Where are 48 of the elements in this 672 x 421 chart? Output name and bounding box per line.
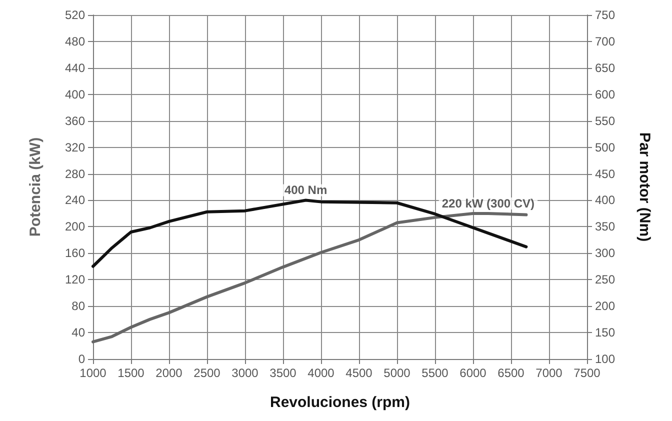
- y2-tick-label: 750: [595, 8, 616, 22]
- x-tick-label: 4500: [346, 366, 373, 380]
- y-tick-label: 200: [64, 220, 86, 234]
- x-tick-label: 5000: [384, 366, 411, 380]
- y2-tick-label: 250: [595, 272, 616, 287]
- y-tick-label: 320: [64, 140, 86, 154]
- line-series: [92, 212, 528, 344]
- y-tick-label: 240: [64, 193, 86, 208]
- y-tick-label: 520: [64, 8, 86, 22]
- x-tick-label: 2000: [156, 366, 183, 380]
- y2-tick-label: 450: [595, 166, 616, 181]
- x-tick-label: 2500: [194, 366, 221, 380]
- x-tick-label: 6500: [498, 366, 525, 380]
- x-tick-label: 5500: [422, 366, 449, 380]
- y2-tick-label: 100: [595, 352, 616, 366]
- y2-tick-label: 200: [595, 299, 616, 314]
- x-tick-label: 1000: [80, 366, 107, 380]
- y2-tick-label: 700: [595, 34, 616, 48]
- x-tick-label: 3000: [232, 366, 259, 380]
- y-tick-label: 280: [64, 166, 86, 181]
- x-axis-title: Revoluciones (rpm): [270, 394, 410, 411]
- x-tick-label: 6000: [460, 366, 487, 380]
- y-tick-label: 80: [72, 299, 86, 314]
- y-tick-label: 160: [64, 246, 86, 260]
- y2-tick-label: 500: [595, 140, 616, 154]
- annotation: 400 Nm: [284, 183, 328, 198]
- y-tick-label: 120: [64, 272, 86, 287]
- y2-tick-label: 600: [595, 87, 616, 102]
- y-tick-label: 480: [64, 34, 86, 48]
- x-tick-label: 7500: [574, 366, 601, 380]
- x-tick-label: 4000: [308, 366, 335, 380]
- y-axis-title: Potencia (kW): [27, 137, 44, 237]
- y2-tick-label: 350: [595, 220, 616, 234]
- y2-tick-label: 150: [595, 326, 616, 340]
- y2-tick-label: 400: [595, 193, 616, 208]
- y-tick-label: 40: [72, 326, 86, 340]
- y-tick-label: 400: [64, 87, 86, 102]
- x-tick-label: 1500: [118, 366, 145, 380]
- y-tick-label: 360: [64, 114, 86, 128]
- y2-axis-title: Par motor (Nm): [636, 132, 653, 242]
- annotation: 220 kW (300 CV): [442, 196, 535, 210]
- x-tick-label: 3500: [270, 366, 297, 380]
- y2-tick-label: 300: [595, 246, 616, 260]
- y2-tick-label: 650: [595, 60, 616, 75]
- x-tick-label: 7000: [536, 366, 563, 380]
- y-tick-label: 440: [64, 60, 86, 75]
- y2-tick-label: 550: [595, 114, 616, 128]
- y-tick-label: 0: [78, 352, 86, 366]
